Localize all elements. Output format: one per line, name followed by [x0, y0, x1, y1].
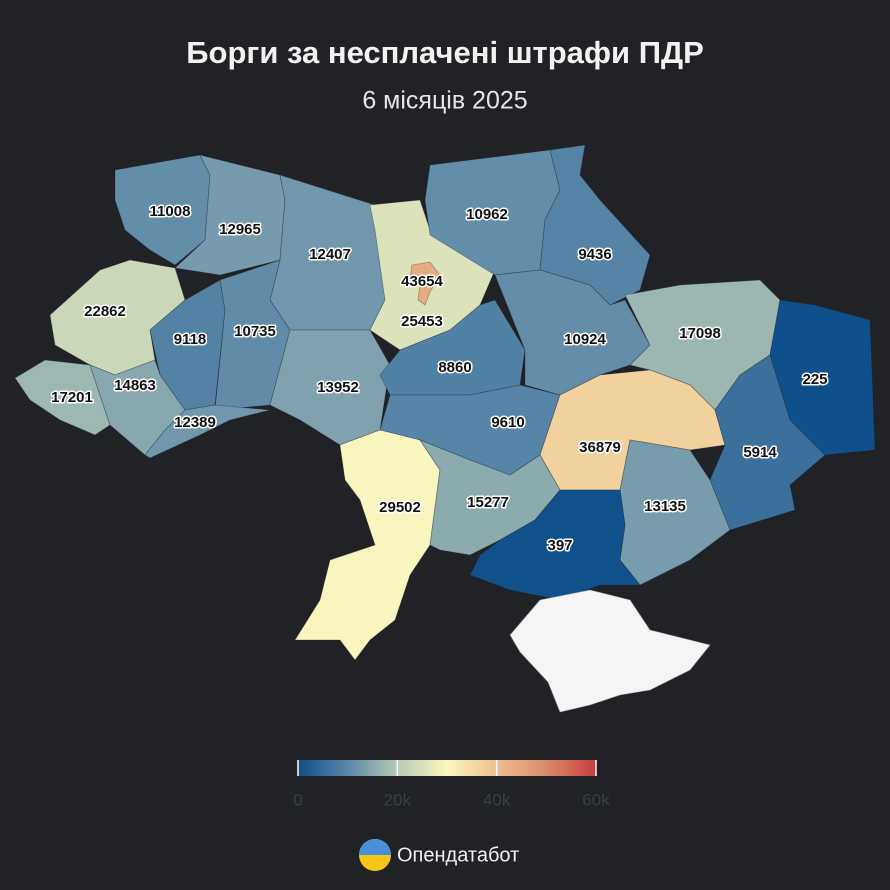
- value-label: 10924: [564, 331, 606, 348]
- title: Борги за несплачені штрафи ПДР: [186, 35, 704, 70]
- region: [144, 404, 271, 459]
- region: [114, 154, 211, 266]
- value-label: 225: [802, 371, 827, 388]
- region: [709, 354, 826, 531]
- value-label: 12407: [309, 246, 351, 263]
- region: [379, 299, 526, 396]
- value-label: 13135: [644, 498, 686, 515]
- value-label: 10962: [466, 206, 508, 223]
- region: [469, 489, 641, 601]
- logo-icon-top: [359, 839, 391, 855]
- colorbar-ticks: 0 20k 40k 60k: [293, 760, 610, 809]
- value-label: 43654: [401, 273, 443, 290]
- value-label: 9436: [578, 246, 611, 263]
- value-label: 14863: [114, 377, 156, 394]
- value-label: 29502: [379, 499, 421, 516]
- value-label: 13952: [317, 379, 359, 396]
- colorbar-tick-label: 20k: [384, 790, 412, 809]
- value-label: 5914: [743, 444, 777, 461]
- region: [539, 369, 726, 491]
- value-label: 9118: [174, 331, 207, 348]
- subtitle: 6 місяців 2025: [362, 87, 527, 115]
- value-label: 9610: [491, 414, 524, 431]
- value-label: 8860: [438, 359, 471, 376]
- value-label: 36879: [579, 439, 621, 456]
- value-label: 10735: [234, 323, 276, 340]
- colorbar-tick-label: 60k: [582, 790, 610, 809]
- value-label: 12389: [174, 414, 216, 431]
- region: [174, 154, 286, 276]
- logo: Опендатабот: [359, 839, 519, 871]
- region: [539, 144, 651, 306]
- logo-text: Опендатабот: [397, 844, 519, 866]
- colorbar: [298, 760, 596, 776]
- value-label: 17201: [51, 389, 93, 406]
- value-label: 15277: [467, 494, 509, 511]
- colorbar-tick-label: 40k: [483, 790, 511, 809]
- crimea: [509, 589, 711, 713]
- value-label: 397: [547, 537, 572, 554]
- labels: 11008 12965 12407 43654 25453 10962 9436 22862 9…: [50, 201, 829, 555]
- region: [409, 261, 441, 306]
- value-label: 22862: [84, 303, 126, 320]
- value-label: 12965: [219, 221, 261, 238]
- value-label: 11008: [150, 203, 191, 220]
- regions: [14, 144, 876, 661]
- value-label: 17098: [679, 325, 721, 342]
- value-label: 25453: [401, 313, 443, 330]
- colorbar-tick-label: 0: [293, 790, 302, 809]
